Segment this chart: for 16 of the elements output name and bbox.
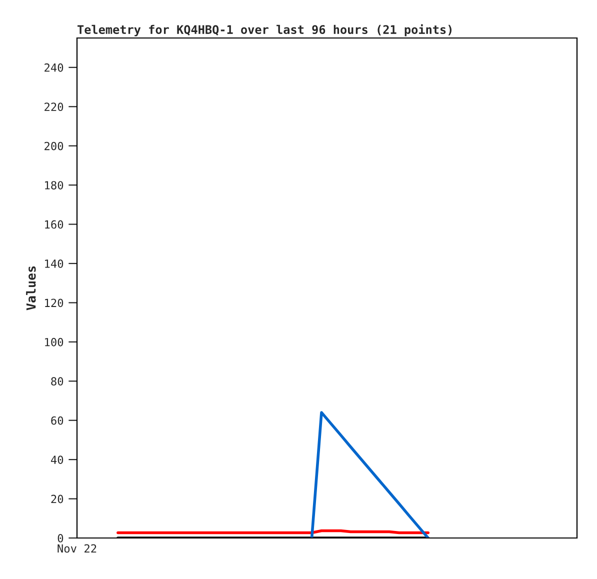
y-tick-label: 60	[51, 416, 64, 425]
y-tick-label: 40	[50, 456, 64, 464]
y-tick-label: 80	[51, 377, 64, 386]
y-tick-label: 220	[44, 102, 64, 112]
y-tick-label: 0	[58, 534, 64, 542]
chart-title: Telemetry for KQ4HBQ-1 over last 96 hours (21 points)	[78, 24, 452, 36]
y-tick-label: 140	[45, 259, 64, 268]
text: Nov 22	[58, 544, 96, 553]
y-tick-label: 200	[44, 142, 64, 150]
y-axis-title: Values	[26, 266, 36, 310]
y-tick-label: 120	[45, 298, 64, 308]
y-tick-label: 240	[44, 63, 64, 72]
y-tick-label: 20	[51, 494, 64, 504]
y-tick-label: 180	[45, 181, 64, 190]
y-tick-label: 100	[45, 338, 64, 346]
y-tick-label: 160	[45, 220, 64, 229]
